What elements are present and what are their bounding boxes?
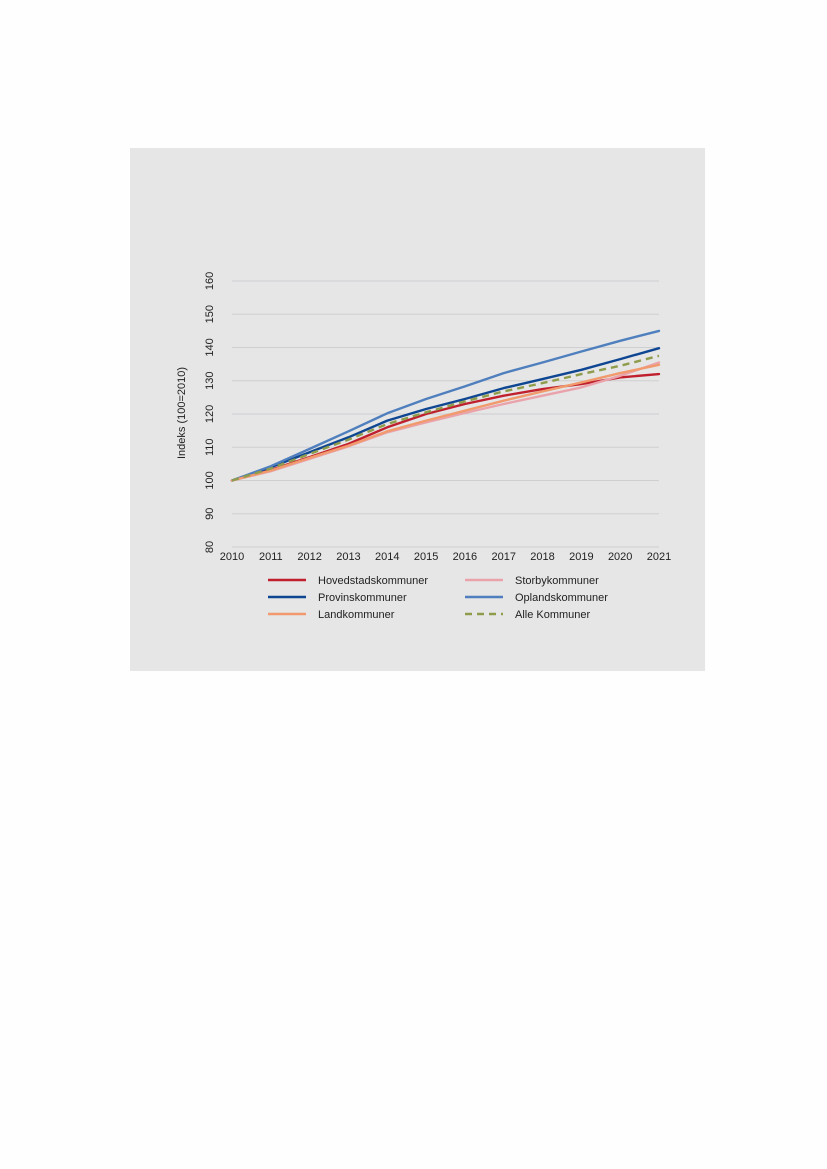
legend-item: Hovedstadskommuner (268, 575, 428, 587)
y-tick-label: 150 (204, 305, 216, 323)
x-tick-label: 2020 (608, 551, 632, 563)
series-line-alle-kommuner (231, 354, 660, 482)
legend-label: Landkommuner (318, 609, 395, 621)
y-tick-label: 120 (204, 405, 216, 423)
legend-label: Oplandskommuner (515, 592, 608, 604)
legend-item: Storbykommuner (465, 575, 599, 587)
legend-label: Alle Kommuner (515, 609, 591, 621)
chart-panel: 80 90 100 110 120 130 140 150 160 2010 2011 2012 20… (130, 148, 705, 671)
line-chart: 80 90 100 110 120 130 140 150 160 2010 2011 2012 20… (176, 272, 671, 621)
x-tick-label: 2018 (530, 551, 554, 563)
legend-label: Hovedstadskommuner (318, 575, 428, 587)
y-tick-label: 100 (204, 471, 216, 489)
y-tick-label: 90 (204, 508, 216, 520)
x-tick-label: 2015 (414, 551, 438, 563)
y-axis-title: Indeks (100=2010) (176, 367, 188, 459)
x-tick-label: 2016 (453, 551, 477, 563)
legend-item: Alle Kommuner (465, 609, 591, 621)
y-tick-label: 160 (204, 272, 216, 290)
series-line-hovedstadskommuner (230, 372, 661, 482)
series-line-landkommuner (230, 363, 661, 482)
series-line-oplandskommuner (230, 329, 661, 482)
series-line-provinskommuner (230, 347, 661, 482)
x-tick-label: 2012 (297, 551, 321, 563)
x-tick-label: 2019 (569, 551, 593, 563)
x-tick-label: 2011 (259, 551, 283, 563)
y-tick-label: 110 (204, 438, 216, 456)
y-tick-label: 130 (204, 372, 216, 390)
x-tick-label: 2017 (491, 551, 515, 563)
x-tick-label: 2013 (336, 551, 360, 563)
y-tick-label: 80 (204, 541, 216, 553)
legend-label: Provinskommuner (318, 592, 407, 604)
x-tick-label: 2010 (220, 551, 244, 563)
legend-item: Oplandskommuner (465, 592, 608, 604)
legend-label: Storbykommuner (515, 575, 599, 587)
x-tick-label: 2014 (375, 551, 399, 563)
x-tick-label: 2021 (647, 551, 671, 563)
legend-item: Provinskommuner (268, 592, 407, 604)
legend-item: Landkommuner (268, 609, 395, 621)
y-tick-label: 140 (204, 338, 216, 356)
